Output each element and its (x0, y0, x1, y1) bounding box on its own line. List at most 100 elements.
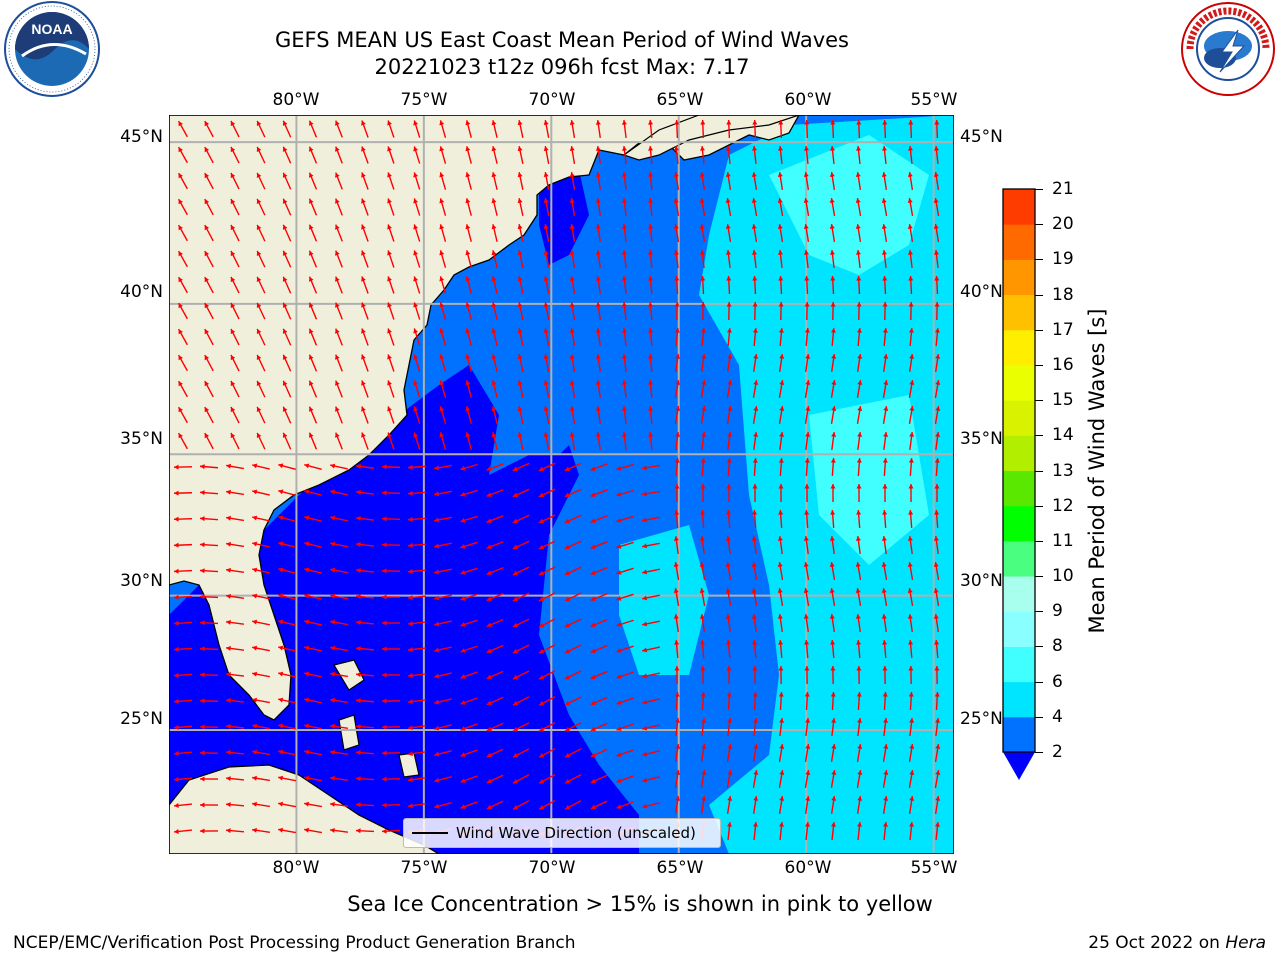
arrow-head (538, 466, 544, 472)
arrow-head (512, 596, 519, 602)
arrow-head (517, 302, 523, 308)
arrow-head (178, 303, 183, 309)
arrow-head (934, 484, 940, 489)
colorbar-tick-label: 14 (1052, 425, 1074, 446)
arrow-head (439, 224, 445, 230)
arrow-head (543, 354, 549, 360)
arrow-head (700, 484, 706, 489)
arrow-head (725, 562, 731, 567)
arrow-head (778, 458, 784, 463)
arrow-head (565, 804, 571, 810)
arrow-head (829, 172, 835, 177)
arrow-head (590, 752, 596, 758)
arrow-head (178, 147, 183, 153)
arrow-head (543, 302, 549, 308)
arrow-head (642, 517, 648, 523)
arrow-head (564, 544, 570, 550)
arrow-head (200, 594, 205, 600)
arrow-head (642, 465, 647, 471)
arrow-head (642, 751, 648, 757)
arrow-head (230, 224, 236, 231)
arrow-head (226, 593, 231, 599)
arrow-head (361, 120, 366, 126)
arrow-head (908, 120, 914, 125)
arrow-head (174, 750, 179, 756)
arrow-head (230, 146, 236, 153)
arrow-head (356, 463, 361, 469)
arrow-head (200, 698, 205, 704)
arrow-head (335, 198, 340, 204)
arrow-head (856, 328, 862, 333)
colorbar-tick-label: 8 (1052, 636, 1063, 657)
arrow-head (881, 614, 887, 619)
arrow-head (335, 432, 340, 438)
arrow-head (361, 224, 366, 230)
arrow-head (517, 172, 523, 178)
arrow-head (753, 796, 759, 801)
lat-label-right-40n: 40°N (960, 282, 1003, 302)
arrow-head (439, 276, 445, 282)
arrow-head (751, 198, 757, 204)
arrow-head (933, 250, 939, 255)
colorbar-band (1003, 470, 1035, 507)
colorbar-band (1003, 505, 1035, 542)
arrow-head (778, 692, 784, 697)
arrow-head (907, 588, 913, 593)
arrow-head (226, 802, 231, 808)
arrow-head (491, 172, 497, 178)
arrow-head (616, 752, 622, 757)
arrow-head (308, 172, 314, 178)
arrow-head (803, 198, 809, 204)
arrow-head (933, 562, 939, 567)
arrow-head (752, 484, 758, 489)
colorbar-band (1003, 400, 1035, 436)
arrow-head (434, 673, 440, 679)
arrow-head (543, 120, 549, 126)
arrow-head (517, 406, 523, 412)
arrow-head (908, 484, 914, 489)
arrow-head (616, 491, 622, 497)
arrow-head (460, 465, 466, 471)
arrow-head (439, 198, 445, 204)
arrow-head (491, 406, 497, 412)
arrow-head (934, 510, 940, 515)
arrow-head (204, 225, 210, 231)
arrow-head (590, 648, 596, 654)
arrow-head (230, 432, 236, 439)
arrow-head (725, 614, 731, 619)
arrow-head (804, 302, 810, 307)
chart-subtitle: 20221023 t12z 096h fcst Max: 7.17 (374, 55, 750, 79)
arrow-head (356, 541, 361, 547)
arrow-head (304, 671, 310, 677)
arrow-head (304, 645, 310, 651)
arrow-head (908, 328, 914, 333)
arrow-head (595, 276, 601, 281)
arrow-head (252, 723, 258, 729)
arrow-head (590, 622, 596, 628)
arrow-head (595, 120, 601, 125)
arrow-head (829, 536, 835, 541)
arrow-head (674, 484, 680, 489)
arrow-head (226, 750, 231, 756)
arrow-head (908, 146, 914, 151)
arrow-head (304, 827, 309, 833)
colorbar-band (1003, 189, 1035, 225)
footer-host: Hera (1225, 933, 1266, 953)
arrow-head (621, 250, 627, 255)
arrow-head (726, 692, 732, 697)
arrow-head (881, 562, 887, 567)
arrow-head (387, 172, 392, 178)
map-legend: Wind Wave Direction (unscaled) (403, 818, 721, 848)
arrow-head (934, 458, 940, 463)
arrow-head (616, 648, 622, 653)
arrow-head (200, 646, 205, 652)
arrow-head (727, 406, 733, 411)
arrow-head (674, 302, 680, 307)
arrow-head (413, 172, 419, 178)
arrow-head (226, 567, 231, 573)
arrow-head (335, 146, 340, 152)
arrow-head (486, 492, 492, 497)
arrow-head (382, 542, 387, 548)
arrow-head (907, 562, 913, 567)
legend-label: Wind Wave Direction (unscaled) (456, 824, 696, 842)
